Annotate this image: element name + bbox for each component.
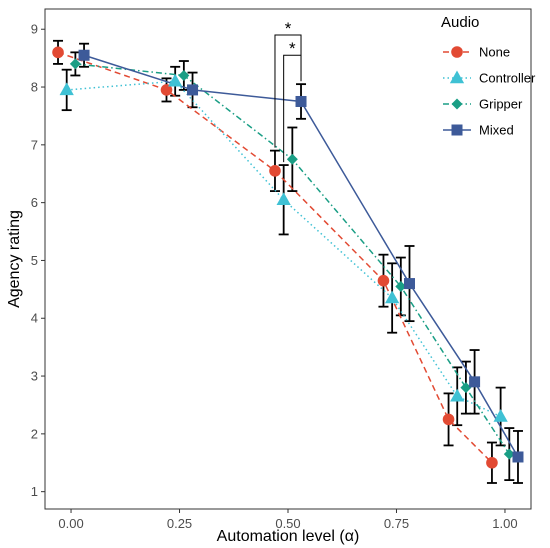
- significance-star: *: [289, 39, 296, 58]
- y-tick-label: 8: [31, 80, 38, 95]
- point-gripper: [460, 382, 472, 394]
- legend-label: Controller: [479, 71, 536, 86]
- point-mixed: [469, 376, 481, 388]
- x-tick-label: 0.50: [275, 516, 300, 531]
- point-gripper: [503, 448, 515, 460]
- significance-bracket: [274, 34, 302, 148]
- point-none: [269, 165, 281, 177]
- point-controller: [276, 192, 291, 206]
- y-tick-label: 9: [31, 22, 38, 37]
- point-mixed: [187, 84, 199, 96]
- x-axis: 0.00 0.25 0.50 0.75 1.00: [58, 509, 518, 531]
- y-tick-label: 3: [31, 369, 38, 384]
- point-gripper: [69, 58, 81, 70]
- significance-bracket: [283, 54, 302, 163]
- legend-key-marker: [451, 46, 463, 58]
- point-none: [442, 413, 455, 426]
- point-none: [160, 84, 173, 96]
- x-tick-label: 0.75: [384, 516, 409, 531]
- point-controller: [493, 409, 508, 422]
- point-controller: [59, 82, 74, 96]
- point-controller: [385, 290, 400, 304]
- point-none: [377, 274, 390, 287]
- significance-star: *: [285, 19, 292, 38]
- point-mixed: [295, 95, 307, 107]
- x-axis-title: Automation level (α): [217, 528, 360, 545]
- series-line-controller: [66, 80, 501, 418]
- y-axis-title: Agency rating: [6, 210, 23, 308]
- point-mixed: [78, 49, 90, 61]
- series-markers: [52, 46, 524, 469]
- legend-label: Gripper: [479, 97, 523, 112]
- legend-item-controller: Controller: [443, 70, 536, 86]
- significance-brackets: **: [274, 19, 302, 163]
- point-none: [486, 456, 498, 469]
- point-mixed: [404, 278, 415, 290]
- y-tick-label: 6: [31, 195, 38, 210]
- point-mixed: [512, 451, 524, 463]
- legend-item-mixed: Mixed: [443, 123, 514, 138]
- y-tick-label: 5: [31, 253, 38, 268]
- point-gripper: [395, 280, 407, 292]
- legend-item-gripper: Gripper: [443, 97, 523, 112]
- x-tick-label: 0.00: [58, 516, 83, 531]
- point-controller: [450, 388, 465, 402]
- x-tick-label: 1.00: [492, 516, 517, 531]
- legend-title: Audio: [441, 14, 479, 31]
- legend-key-marker: [449, 70, 465, 84]
- point-none: [52, 46, 64, 59]
- legend-label: Mixed: [479, 123, 514, 138]
- legend-label: None: [479, 45, 510, 60]
- y-axis: 1 2 3 4 5 6 7 8 9: [31, 22, 45, 499]
- legend: Audio None Controller Gripper Mixed: [441, 14, 536, 138]
- point-gripper: [286, 153, 298, 165]
- x-tick-label: 0.25: [167, 516, 192, 531]
- panel-border: [44, 8, 532, 510]
- y-tick-label: 2: [31, 426, 38, 441]
- legend-key-marker: [451, 98, 463, 110]
- y-tick-label: 1: [31, 484, 38, 499]
- y-tick-label: 4: [31, 311, 38, 326]
- point-gripper: [178, 69, 190, 81]
- y-tick-label: 7: [31, 137, 38, 152]
- legend-item-none: None: [443, 45, 510, 60]
- series-line-gripper: [75, 63, 510, 455]
- legend-key-marker: [451, 124, 463, 136]
- point-controller: [168, 73, 183, 87]
